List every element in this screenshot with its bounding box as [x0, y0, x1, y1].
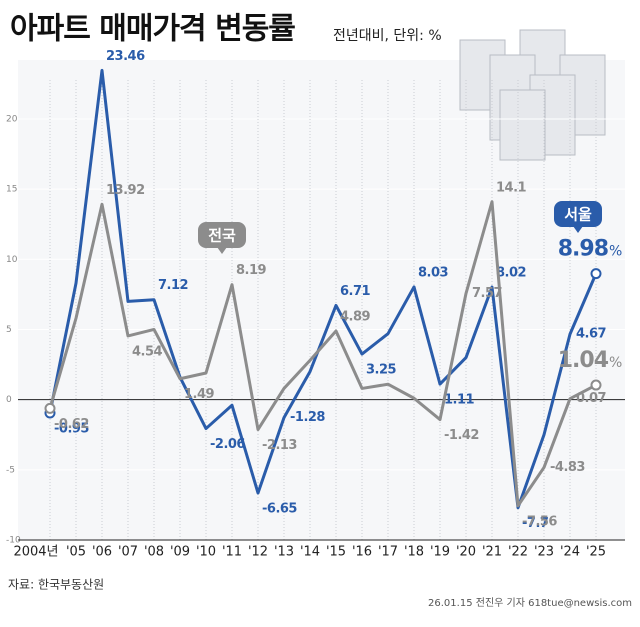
value-label: 1.11	[444, 393, 475, 408]
x-tick-label: '15	[326, 545, 346, 560]
x-tick-label: '25	[586, 545, 606, 560]
value-label: -2.13	[262, 438, 297, 453]
end-point	[590, 268, 602, 280]
x-tick-label: '12	[248, 545, 268, 560]
x-tick-label: '09	[170, 545, 190, 560]
end-point	[590, 379, 602, 391]
value-label: 3.25	[366, 363, 397, 378]
x-tick-label: '05	[66, 545, 86, 560]
legend-box	[198, 222, 246, 248]
value-label: 13.92	[106, 183, 145, 198]
value-label: 0.07	[576, 391, 607, 406]
value-label: -6.65	[262, 501, 297, 516]
x-tick-label: '22	[508, 545, 528, 560]
end-unit: %	[609, 244, 622, 260]
x-tick-label: '24	[560, 545, 580, 560]
value-label: -4.83	[550, 460, 585, 475]
x-tick-label: '08	[144, 545, 164, 560]
value-label: 4.89	[340, 310, 371, 325]
x-tick-label: '06	[92, 545, 112, 560]
value-label: 8.03	[418, 265, 449, 280]
x-tick-label: '13	[274, 545, 294, 560]
y-tick-label: 15	[6, 185, 17, 195]
value-label: 14.1	[496, 180, 527, 195]
y-tick-label: -10	[6, 536, 21, 546]
legend-label: 서울	[564, 206, 592, 224]
legend-pointer	[217, 247, 227, 254]
legend-box	[554, 201, 602, 227]
value-label: 6.71	[340, 284, 371, 299]
chart-subtitle: 전년대비, 단위: %	[333, 28, 442, 44]
x-tick-label: '20	[456, 545, 476, 560]
x-tick-label: '16	[352, 545, 372, 560]
legend-pointer	[573, 226, 583, 233]
value-label: -1.28	[290, 410, 325, 425]
end-point	[44, 402, 56, 414]
value-label: 8.02	[496, 266, 526, 281]
value-label: 23.46	[106, 49, 145, 64]
y-tick-label: 20	[6, 114, 18, 124]
value-label: 8.19	[236, 263, 267, 278]
y-tick-label: 0	[6, 395, 12, 405]
source: 자료: 한국부동산원	[8, 578, 104, 592]
end-value-label: 8.98	[558, 237, 608, 262]
x-tick-label: '10	[196, 545, 216, 560]
legend-label: 전국	[208, 227, 236, 245]
series-line	[48, 68, 598, 510]
x-tick-label: '19	[430, 545, 450, 560]
y-tick-label: 10	[6, 255, 18, 265]
x-tick-label: '23	[534, 545, 554, 560]
value-label: 1.49	[184, 387, 215, 402]
x-tick-label: '18	[404, 545, 424, 560]
value-label: 7.57	[472, 286, 503, 301]
x-tick-label: '11	[222, 545, 242, 560]
y-tick-label: -5	[6, 465, 15, 475]
end-unit: %	[609, 355, 622, 371]
series-line	[48, 200, 597, 508]
value-label: -7.7	[522, 516, 549, 531]
buildings-illustration	[459, 29, 606, 161]
value-label: 7.12	[158, 278, 188, 293]
x-tick-label: '14	[300, 545, 320, 560]
value-label: -0.95	[54, 421, 89, 436]
x-tick-label: '07	[118, 545, 138, 560]
credit: 26.01.15 전진우 기자 618tue@newsis.com	[428, 597, 632, 609]
x-tick-label: '21	[482, 545, 502, 560]
x-tick-label: '17	[378, 545, 398, 560]
value-label: -0.62	[54, 417, 89, 432]
chart-title: 아파트 매매가격 변동률	[10, 12, 295, 47]
y-tick-label: 5	[6, 325, 12, 335]
value-label: 4.54	[132, 344, 163, 359]
value-label: -1.42	[444, 428, 479, 443]
value-label: -7.56	[522, 514, 557, 529]
value-label: 4.67	[576, 327, 607, 342]
value-label: -2.06	[210, 437, 245, 452]
end-value-label: 1.04	[558, 348, 609, 373]
x-tick-label: 2004년	[13, 545, 58, 560]
